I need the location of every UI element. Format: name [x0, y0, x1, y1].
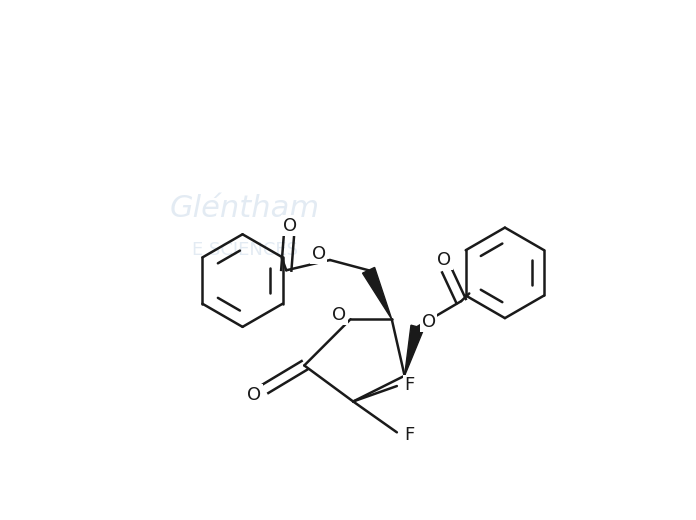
- Text: O: O: [312, 245, 326, 263]
- Polygon shape: [363, 267, 392, 319]
- Text: Glе́ntham: Glе́ntham: [170, 194, 320, 223]
- Text: O: O: [247, 386, 262, 404]
- Text: O: O: [332, 306, 347, 324]
- Text: F: F: [404, 426, 415, 444]
- Text: O: O: [422, 313, 436, 331]
- Polygon shape: [404, 325, 424, 376]
- Text: O: O: [437, 251, 451, 269]
- Text: F: F: [404, 376, 415, 394]
- Text: O: O: [283, 216, 297, 235]
- Text: E SCIENCES: E SCIENCES: [192, 241, 298, 259]
